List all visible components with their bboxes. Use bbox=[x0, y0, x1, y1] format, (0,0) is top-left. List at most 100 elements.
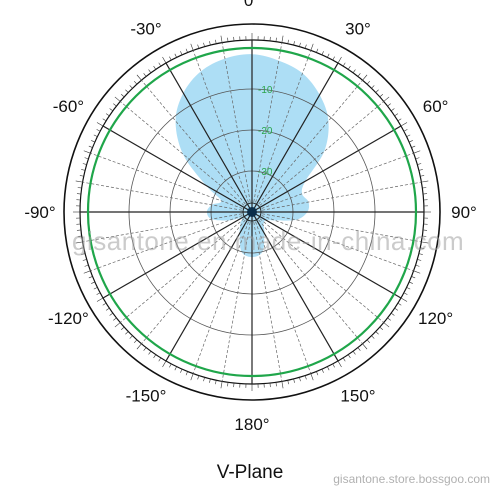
degree-tick bbox=[96, 129, 101, 132]
degree-tick bbox=[371, 85, 375, 89]
major-spoke bbox=[251, 211, 339, 362]
degree-tick bbox=[102, 302, 107, 306]
footer-watermark: gisantone.store.bossgoo.com bbox=[333, 472, 490, 486]
degree-tick bbox=[415, 157, 420, 160]
degree-tick bbox=[403, 292, 408, 295]
degree-tick bbox=[327, 366, 330, 371]
angle-label: -30° bbox=[130, 19, 161, 38]
major-spoke bbox=[251, 62, 339, 213]
degree-tick bbox=[411, 276, 416, 279]
degree-tick bbox=[394, 113, 399, 117]
ring-label: -10 bbox=[258, 85, 273, 96]
degree-tick bbox=[375, 89, 379, 93]
degree-tick bbox=[342, 357, 346, 362]
angle-label: -120° bbox=[48, 309, 89, 328]
degree-tick bbox=[362, 343, 368, 350]
minor-spoke bbox=[221, 222, 251, 382]
degree-tick bbox=[293, 378, 295, 383]
minor-spoke bbox=[262, 213, 422, 243]
degree-tick bbox=[113, 317, 117, 321]
degree-tick bbox=[422, 235, 427, 237]
minor-spoke bbox=[261, 215, 414, 272]
angle-label: -60° bbox=[53, 97, 84, 116]
degree-tick bbox=[190, 373, 194, 381]
outer-circle bbox=[63, 23, 441, 401]
degree-tick bbox=[413, 270, 421, 274]
degree-tick bbox=[390, 108, 395, 112]
center-ring bbox=[242, 202, 262, 222]
degree-tick bbox=[125, 331, 129, 335]
angle-label: 180° bbox=[234, 415, 269, 434]
degree-tick bbox=[83, 270, 91, 274]
degree-tick bbox=[400, 297, 408, 302]
minor-spoke bbox=[261, 152, 414, 209]
minor-spoke bbox=[262, 181, 422, 211]
minor-spoke bbox=[141, 80, 246, 205]
degree-tick bbox=[415, 264, 420, 267]
degree-tick bbox=[209, 378, 211, 383]
degree-tick bbox=[418, 253, 423, 255]
degree-tick bbox=[417, 259, 422, 261]
degree-tick bbox=[409, 140, 413, 143]
degree-tick bbox=[375, 331, 379, 335]
degree-tick bbox=[105, 113, 110, 117]
degree-tick bbox=[418, 169, 423, 171]
degree-tick bbox=[129, 85, 133, 89]
degree-tick bbox=[379, 326, 383, 330]
degree-tick bbox=[215, 380, 217, 385]
degree-tick bbox=[102, 118, 107, 122]
chart-title: V-Plane bbox=[216, 462, 284, 483]
minor-spoke bbox=[141, 219, 246, 344]
polar-grid bbox=[80, 40, 424, 384]
degree-tick bbox=[91, 140, 95, 143]
degree-tick bbox=[316, 371, 319, 376]
degree-tick bbox=[347, 65, 351, 70]
major-spoke bbox=[165, 62, 253, 213]
minor-spoke bbox=[90, 215, 243, 272]
degree-tick bbox=[281, 381, 284, 389]
major-spoke bbox=[165, 211, 253, 362]
degree-tick bbox=[180, 369, 183, 373]
degree-tick bbox=[371, 335, 375, 339]
minor-spoke bbox=[259, 218, 384, 323]
degree-tick bbox=[158, 357, 162, 362]
major-spoke bbox=[102, 211, 253, 299]
degree-tick bbox=[114, 322, 121, 328]
center-dot bbox=[247, 207, 257, 217]
degree-tick bbox=[203, 377, 205, 382]
minor-spoke bbox=[255, 50, 312, 203]
degree-tick bbox=[190, 43, 194, 51]
degree-tick bbox=[275, 382, 277, 387]
degree-ticks bbox=[73, 33, 431, 391]
degree-tick bbox=[400, 122, 408, 127]
angle-label: 90° bbox=[451, 203, 477, 222]
degree-tick bbox=[197, 44, 200, 49]
degree-tick bbox=[421, 180, 429, 183]
degree-tick bbox=[332, 56, 335, 61]
degree-tick bbox=[316, 48, 319, 53]
degree-tick bbox=[148, 350, 152, 355]
degree-tick bbox=[93, 287, 98, 290]
degree-tick bbox=[299, 42, 301, 47]
degree-tick bbox=[84, 157, 89, 160]
reference-circle bbox=[86, 46, 418, 378]
degree-tick bbox=[136, 74, 142, 81]
degree-tick bbox=[352, 69, 356, 74]
degree-tick bbox=[357, 347, 361, 351]
angle-label: 60° bbox=[423, 97, 449, 116]
degree-tick bbox=[114, 96, 121, 102]
degree-tick bbox=[337, 56, 342, 64]
degree-tick bbox=[299, 377, 301, 382]
minor-spoke bbox=[253, 222, 283, 382]
degree-tick bbox=[203, 42, 205, 47]
degree-tick bbox=[390, 312, 395, 316]
degree-tick bbox=[158, 62, 162, 67]
degree-tick bbox=[77, 187, 82, 189]
degree-tick bbox=[397, 118, 402, 122]
degree-tick bbox=[421, 241, 429, 244]
minor-spoke bbox=[255, 221, 312, 374]
minor-spoke bbox=[192, 221, 249, 374]
degree-tick bbox=[422, 187, 427, 189]
degree-tick bbox=[281, 35, 284, 43]
angle-label: 120° bbox=[418, 309, 453, 328]
